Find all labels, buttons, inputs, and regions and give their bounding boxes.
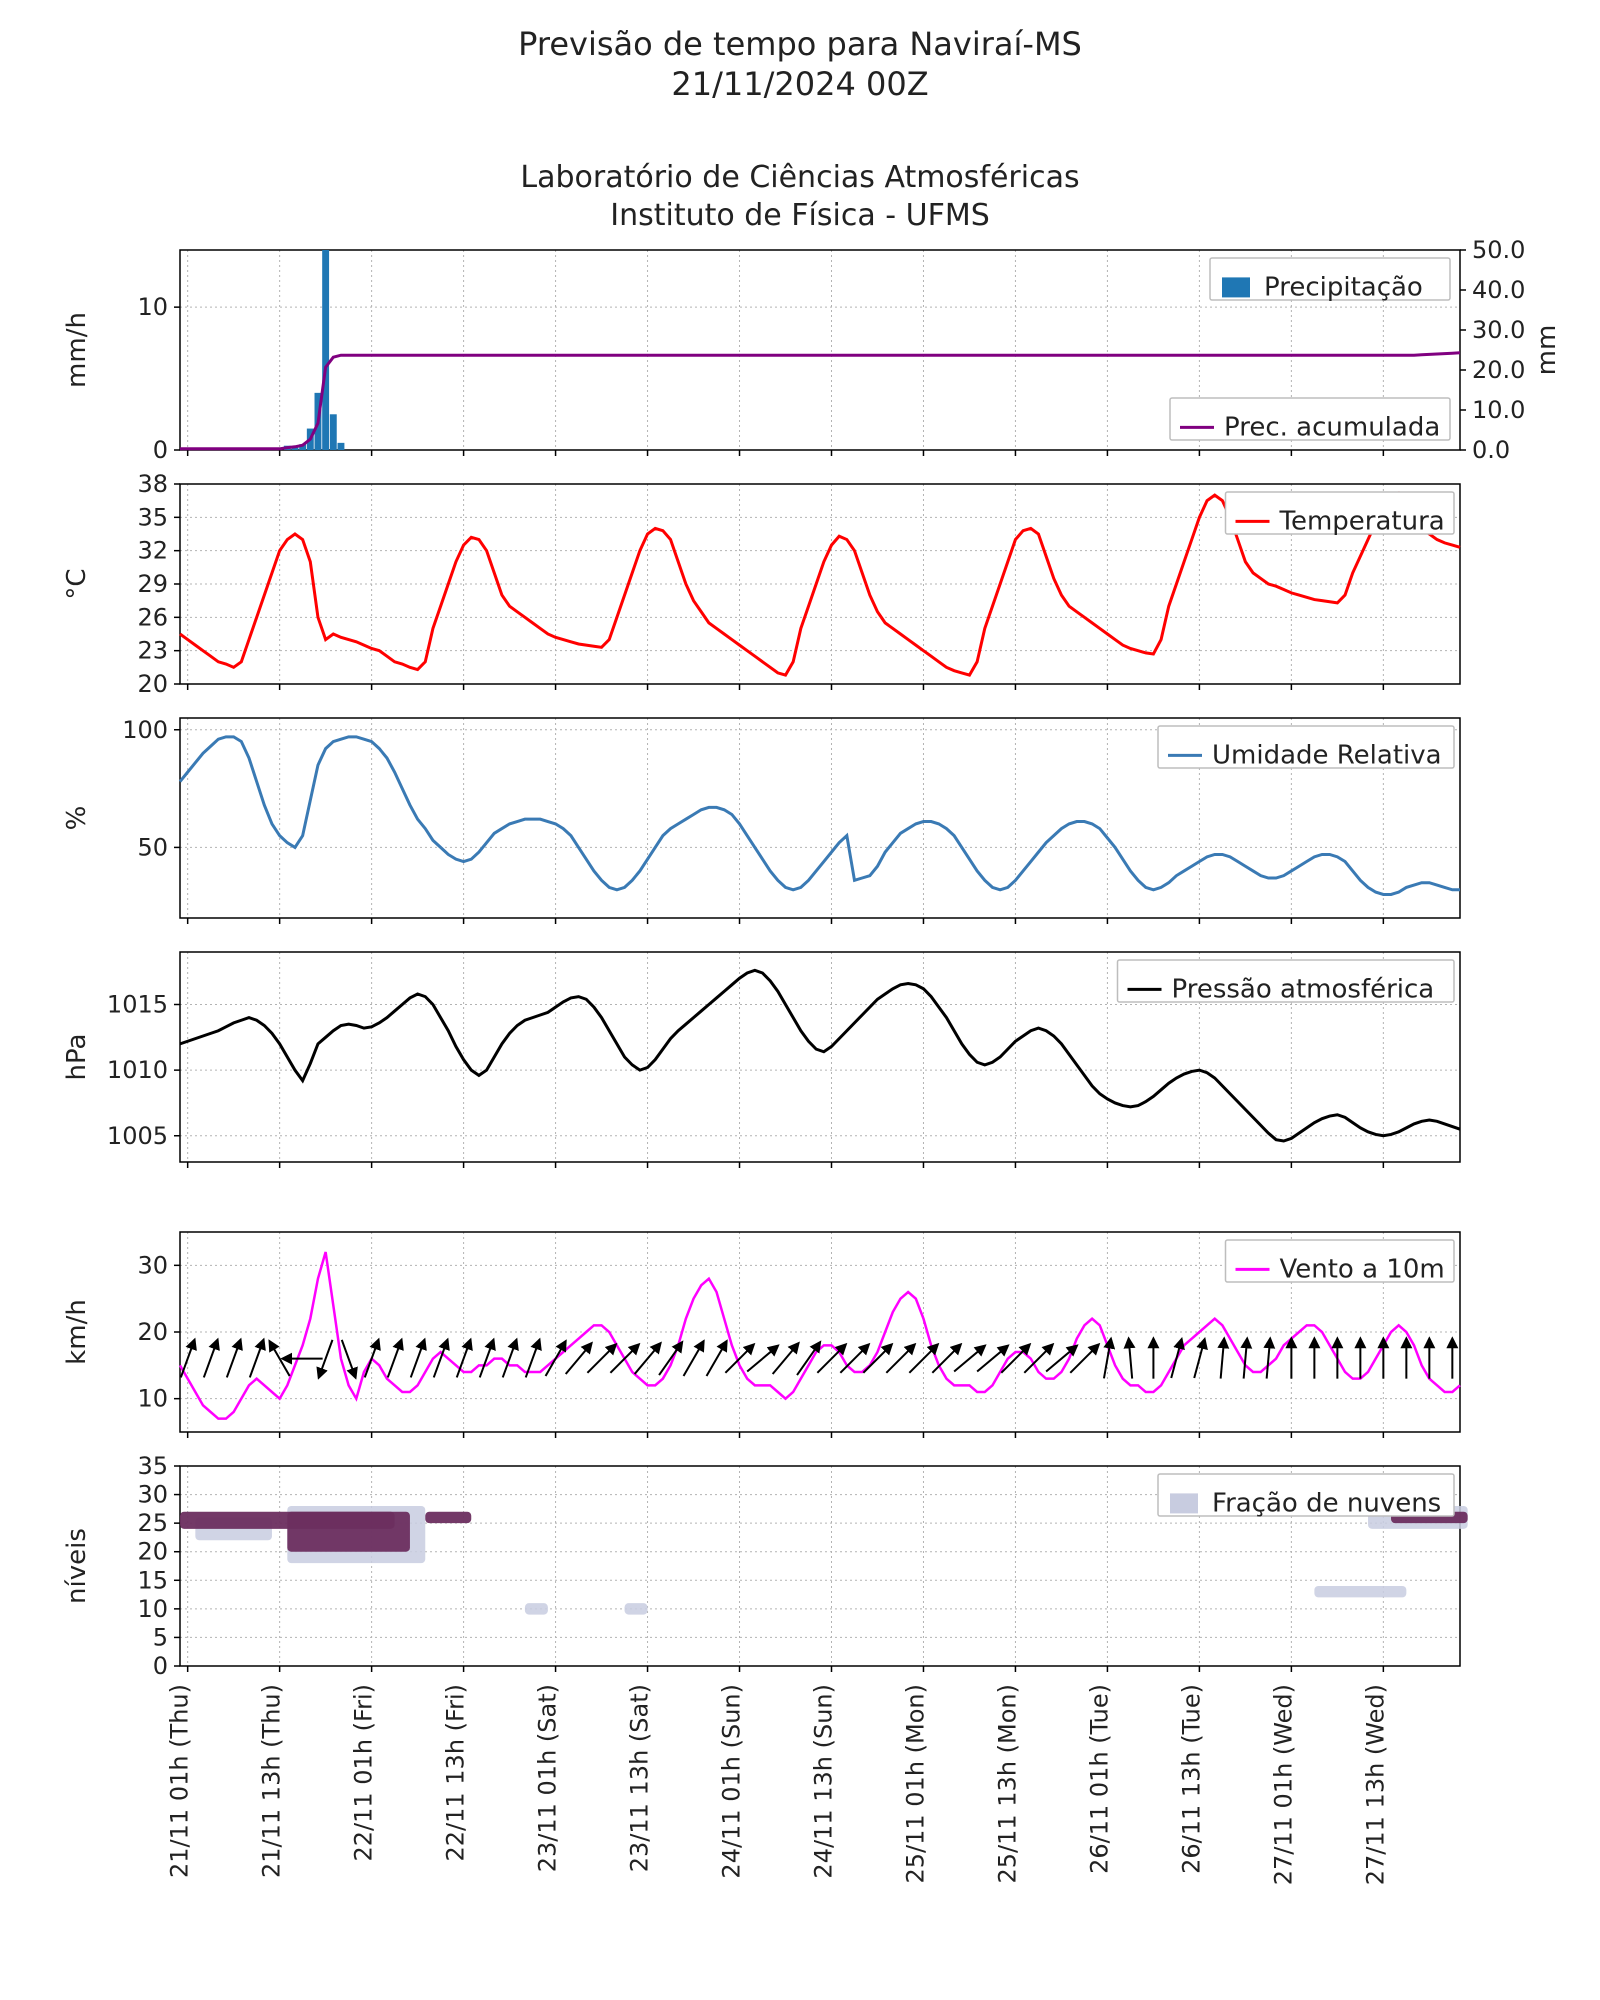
svg-text:20: 20 xyxy=(137,1538,168,1566)
svg-text:Prec. acumulada: Prec. acumulada xyxy=(1224,412,1440,442)
svg-text:Pressão atmosférica: Pressão atmosférica xyxy=(1172,974,1435,1004)
main-title-1: Previsão de tempo para Naviraí-MS xyxy=(0,25,1600,63)
svg-text:10: 10 xyxy=(137,1595,168,1623)
svg-text:hPa: hPa xyxy=(62,1034,92,1081)
svg-text:°C: °C xyxy=(62,568,92,599)
svg-text:22/11 13h (Fri): 22/11 13h (Fri) xyxy=(442,1684,470,1862)
svg-text:25: 25 xyxy=(137,1509,168,1537)
svg-text:40.0: 40.0 xyxy=(1472,276,1525,304)
svg-text:50: 50 xyxy=(137,833,168,861)
svg-text:Temperatura: Temperatura xyxy=(1279,506,1445,536)
svg-text:Fração de nuvens: Fração de nuvens xyxy=(1212,1488,1441,1518)
svg-text:29: 29 xyxy=(137,570,168,598)
svg-text:1010: 1010 xyxy=(107,1056,168,1084)
sub-title-1: Laboratório de Ciências Atmosféricas xyxy=(0,160,1600,195)
svg-text:25/11 13h (Mon): 25/11 13h (Mon) xyxy=(993,1684,1021,1884)
svg-text:0: 0 xyxy=(153,1652,168,1680)
svg-text:21/11 13h (Thu): 21/11 13h (Thu) xyxy=(258,1684,286,1878)
svg-text:1005: 1005 xyxy=(107,1122,168,1150)
svg-text:23/11 13h (Sat): 23/11 13h (Sat) xyxy=(626,1684,654,1872)
svg-text:20: 20 xyxy=(137,670,168,698)
svg-text:Umidade Relativa: Umidade Relativa xyxy=(1212,740,1442,770)
svg-text:30.0: 30.0 xyxy=(1472,316,1525,344)
svg-text:mm/h: mm/h xyxy=(62,312,92,388)
svg-text:35: 35 xyxy=(137,1452,168,1480)
svg-text:30: 30 xyxy=(137,1251,168,1279)
svg-text:níveis: níveis xyxy=(62,1528,92,1604)
svg-text:Precipitação: Precipitação xyxy=(1264,272,1423,302)
svg-text:32: 32 xyxy=(137,537,168,565)
svg-text:50.0: 50.0 xyxy=(1472,236,1525,264)
svg-text:mm: mm xyxy=(1532,325,1562,376)
svg-text:24/11 01h (Sun): 24/11 01h (Sun) xyxy=(718,1684,746,1879)
svg-text:38: 38 xyxy=(137,470,168,498)
svg-text:%: % xyxy=(62,806,92,831)
svg-text:10.0: 10.0 xyxy=(1472,396,1525,424)
svg-text:0.0: 0.0 xyxy=(1472,436,1510,464)
svg-text:26: 26 xyxy=(137,603,168,631)
svg-text:26/11 13h (Tue): 26/11 13h (Tue) xyxy=(1177,1684,1205,1874)
svg-text:0: 0 xyxy=(153,436,168,464)
forecast-charts: 0 10 mm/h 0.0 10.0 20.0 30.0 40.0 50.0 mm Precipit… xyxy=(0,0,1600,2000)
svg-text:km/h: km/h xyxy=(62,1299,92,1365)
svg-text:23: 23 xyxy=(137,637,168,665)
svg-text:20: 20 xyxy=(137,1318,168,1346)
svg-text:27/11 13h (Wed): 27/11 13h (Wed) xyxy=(1361,1684,1389,1885)
svg-text:20.0: 20.0 xyxy=(1472,356,1525,384)
svg-text:35: 35 xyxy=(137,503,168,531)
svg-text:27/11 01h (Wed): 27/11 01h (Wed) xyxy=(1269,1684,1297,1885)
svg-text:24/11 13h (Sun): 24/11 13h (Sun) xyxy=(809,1684,837,1879)
svg-text:100: 100 xyxy=(122,716,168,744)
sub-title-2: Instituto de Física - UFMS xyxy=(0,198,1600,233)
svg-text:Vento a 10m: Vento a 10m xyxy=(1280,1254,1445,1284)
svg-text:10: 10 xyxy=(137,293,168,321)
svg-text:1015: 1015 xyxy=(107,991,168,1019)
svg-text:25/11 01h (Mon): 25/11 01h (Mon) xyxy=(901,1684,929,1884)
svg-text:30: 30 xyxy=(137,1481,168,1509)
svg-text:21/11 01h (Thu): 21/11 01h (Thu) xyxy=(166,1684,194,1878)
svg-text:22/11 01h (Fri): 22/11 01h (Fri) xyxy=(350,1684,378,1862)
main-title-2: 21/11/2024 00Z xyxy=(0,65,1600,103)
svg-text:23/11 01h (Sat): 23/11 01h (Sat) xyxy=(534,1684,562,1872)
svg-text:10: 10 xyxy=(137,1385,168,1413)
svg-text:5: 5 xyxy=(153,1623,168,1651)
svg-text:26/11 01h (Tue): 26/11 01h (Tue) xyxy=(1085,1684,1113,1874)
svg-text:15: 15 xyxy=(137,1566,168,1594)
